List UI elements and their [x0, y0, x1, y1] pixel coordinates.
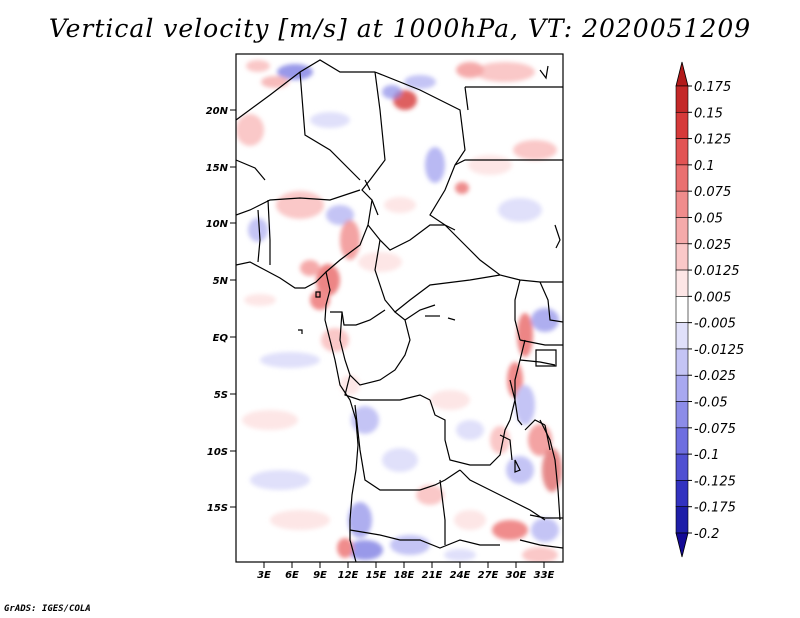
latitude-axis: 20N 15N 10N 5N EQ 5S 10S 15S: [206, 106, 236, 514]
colorbar-bin: [675, 296, 689, 323]
longitude-axis: 3E 6E 9E 12E 15E 18E 21E 24E 27E 30E 33E: [257, 562, 555, 581]
colorbar-bin: [675, 217, 689, 245]
lon-label: 24E: [450, 570, 471, 581]
colorbar-label: -0.175: [694, 501, 736, 516]
colorbar-label: 0.175: [694, 80, 731, 95]
colorbar-bin: [675, 138, 689, 166]
lon-label: 3E: [257, 570, 271, 581]
colorbar-bin: [675, 243, 689, 271]
colorbar-label: 0.15: [694, 106, 723, 121]
colorbar-min-triangle: [675, 532, 689, 558]
colorbar-label: -0.05: [694, 396, 728, 411]
colorbar-label: 0.1: [694, 159, 715, 174]
colorbar-label: 0.125: [694, 133, 731, 148]
map-title: Vertical velocity [m/s] at 1000hPa, VT: …: [48, 14, 752, 43]
footer-credit: GrADS: IGES/COLA: [4, 604, 91, 614]
borders: [236, 59, 563, 562]
lon-label: 21E: [422, 570, 443, 581]
colorbar-label: -0.005: [694, 317, 736, 332]
map-frame: [235, 53, 564, 563]
lat-label: 15S: [207, 503, 228, 514]
colorbar-bin: [675, 269, 689, 297]
lat-label: 20N: [206, 106, 229, 117]
colorbar-bin: [675, 111, 689, 139]
lon-label: 6E: [285, 570, 299, 581]
lon-label: 27E: [478, 570, 499, 581]
colorbar-bin: [675, 506, 689, 534]
colorbar-bin: [675, 348, 689, 376]
lon-label: 30E: [506, 570, 527, 581]
colorbar-label: -0.2: [694, 527, 719, 542]
colorbar-label: -0.075: [694, 422, 736, 437]
colorbar-bin: [675, 85, 689, 113]
colorbar-label: -0.125: [694, 474, 736, 489]
colorbar-label: -0.025: [694, 369, 736, 384]
colorbar: 0.175 0.15 0.125 0.1 0.075 0.05 0.025 0.0125 0.0…: [675, 61, 744, 558]
colorbar-label: 0.0125: [694, 264, 740, 279]
lon-label: 33E: [534, 570, 555, 581]
colorbar-label: 0.05: [694, 211, 723, 226]
lat-label: 5S: [214, 390, 228, 401]
colorbar-bin: [675, 322, 689, 350]
lon-label: 9E: [313, 570, 327, 581]
colorbar-bin: [675, 427, 689, 455]
colorbar-bin: [675, 374, 689, 402]
colorbar-bin: [675, 164, 689, 192]
colorbar-label: 0.005: [694, 290, 731, 305]
colorbar-label: 0.025: [694, 238, 731, 253]
colorbar-label: 0.075: [694, 185, 731, 200]
colorbar-bin: [675, 190, 689, 218]
lat-label: 5N: [213, 276, 229, 287]
lat-label: 10S: [207, 447, 228, 458]
lat-label: 10N: [206, 219, 229, 230]
lon-label: 18E: [394, 570, 415, 581]
colorbar-bin: [675, 453, 689, 481]
colorbar-label: -0.0125: [694, 343, 744, 358]
lat-label: 15N: [206, 163, 229, 174]
lon-label: 15E: [366, 570, 387, 581]
colorbar-bin: [675, 480, 689, 508]
colorbar-bin: [675, 401, 689, 429]
colorbar-label: -0.1: [694, 448, 719, 463]
lat-label: EQ: [213, 333, 229, 344]
colorbar-max-triangle: [675, 61, 689, 87]
lon-label: 12E: [338, 570, 359, 581]
